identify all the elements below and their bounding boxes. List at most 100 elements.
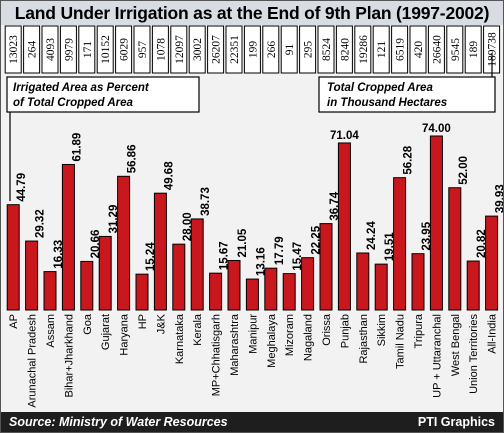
area-box-rajasthan <box>354 25 372 74</box>
area-box-meghalaya <box>262 25 280 74</box>
area-box-ap <box>4 25 22 74</box>
value-label-bihar-jharkhand: 61.89 <box>71 133 83 162</box>
bar-punjab <box>337 142 351 311</box>
area-value-manipur: 199 <box>247 41 259 59</box>
category-label-mizoram: Mizoram <box>284 314 296 356</box>
area-box-tripura <box>409 25 427 74</box>
area-box-goa <box>78 25 96 74</box>
area-value-haryana: 6029 <box>119 38 131 61</box>
value-label-kerala: 38.73 <box>200 187 212 216</box>
value-label-tamil-nadu: 56.28 <box>403 145 415 174</box>
area-box-sikkim <box>372 25 390 74</box>
area-value-mizoram: 91 <box>284 44 296 56</box>
bar-gujarat <box>98 235 112 311</box>
category-label-haryana: Haryana <box>119 313 131 355</box>
area-value-maharashtra: 22351 <box>229 35 241 64</box>
value-label-tripura: 23.95 <box>421 221 433 250</box>
area-value-bihar-jharkhand: 9979 <box>63 38 75 61</box>
area-box-hp <box>133 25 151 74</box>
value-label-maharashtra: 21.05 <box>237 228 249 257</box>
value-label-hp: 15.24 <box>145 242 157 271</box>
area-value-tripura: 420 <box>413 41 425 59</box>
category-label-rajasthan: Rajasthan <box>358 314 370 364</box>
bar-manipur <box>245 278 259 311</box>
area-box-punjab <box>335 25 353 74</box>
area-box-gujarat <box>96 25 114 74</box>
bar-hp <box>135 273 149 311</box>
value-label-all-india: 39.93 <box>495 184 503 213</box>
area-value-orissa: 8524 <box>321 38 333 61</box>
value-label-union-territories: 20.82 <box>476 229 488 258</box>
category-label-orissa: Orissa <box>321 313 333 346</box>
bar-nagaland <box>301 257 315 311</box>
category-label-bihar-jharkhand: Bihar+Jharkhand <box>63 314 75 397</box>
bar-orissa <box>319 223 333 311</box>
value-label-manipur: 13.16 <box>255 247 267 276</box>
bar-goa <box>80 260 94 311</box>
bar-meghalaya <box>264 267 278 311</box>
area-value-tamil-nadu: 6519 <box>395 38 407 61</box>
value-label-meghalaya: 17.79 <box>274 236 286 265</box>
bar-mizoram <box>282 273 296 311</box>
legend-area-line2: in Thousand Hectares <box>327 97 447 109</box>
area-box-haryana <box>115 25 133 74</box>
legend-area-line1: Total Cropped Area <box>327 82 433 94</box>
area-value-mp-chhatisgarh: 26207 <box>211 35 223 64</box>
area-value-goa: 171 <box>82 41 94 59</box>
value-label-goa: 20.66 <box>90 230 102 259</box>
area-box-kerala <box>188 25 206 74</box>
value-label-j-k: 49.68 <box>163 161 175 190</box>
value-label-mizoram: 15.47 <box>292 242 304 271</box>
value-label-rajasthan: 24.24 <box>366 221 378 250</box>
category-label-up-uttaranchal: UP + Uttaranchal <box>431 314 443 398</box>
bar-haryana <box>117 175 131 311</box>
bar-kerala <box>190 218 204 311</box>
area-value-rajasthan: 19286 <box>358 35 370 64</box>
area-value-karnataka: 12097 <box>174 35 186 64</box>
category-label-nagaland: Nagaland <box>303 314 315 361</box>
area-box-karnataka <box>170 25 188 74</box>
value-label-haryana: 56.86 <box>127 145 139 174</box>
category-label-manipur: Manipur <box>247 314 259 354</box>
category-label-tamil-nadu: Tamil Nadu <box>395 314 407 369</box>
legend-percent: Irrigated Area as Percent of Total Cropp… <box>6 76 200 201</box>
area-value-up-uttaranchal: 26640 <box>431 35 443 64</box>
area-value-ap: 13023 <box>8 35 20 64</box>
bar-tamil-nadu <box>393 177 407 311</box>
bar-arunachal-pradesh <box>25 240 39 311</box>
value-label-sikkim: 19.51 <box>384 232 396 261</box>
area-box-west-bengal <box>446 25 464 74</box>
category-label-assam: Assam <box>45 314 57 348</box>
category-label-goa: Goa <box>82 313 94 335</box>
bar-all-india <box>485 215 499 311</box>
bar-ap <box>6 204 20 311</box>
area-value-union-territories: 189 <box>468 41 480 59</box>
area-value-hp: 957 <box>137 41 149 59</box>
category-label-sikkim: Sikkim <box>376 314 388 346</box>
category-label-kerala: Kerala <box>192 313 204 346</box>
category-label-karnataka: Karnataka <box>174 313 186 364</box>
chart-title: Land Under Irrigation as at the End of 9… <box>1 1 503 25</box>
bar-mp-chhatisgarh <box>209 272 223 311</box>
bar-up-uttaranchal <box>429 135 443 311</box>
bar-j-k <box>153 192 167 311</box>
area-value-j-k: 1078 <box>155 38 167 61</box>
area-value-meghalaya: 266 <box>266 41 278 59</box>
area-value-sikkim: 121 <box>376 41 388 59</box>
area-box-manipur <box>243 25 261 74</box>
category-label-hp: HP <box>137 314 149 329</box>
area-box-maharashtra <box>225 25 243 74</box>
category-label-maharashtra: Maharashtra <box>229 313 241 376</box>
area-value-assam: 4093 <box>45 38 57 61</box>
value-label-nagaland: 22.25 <box>311 225 323 254</box>
category-label-all-india: All-India <box>487 313 499 354</box>
area-value-nagaland: 295 <box>303 41 315 59</box>
area-box-tamil-nadu <box>391 25 409 74</box>
credit-note: PTI Graphics <box>417 415 495 429</box>
category-label-west-bengal: West Bengal <box>450 314 462 376</box>
area-box-mp-chhatisgarh <box>207 25 225 74</box>
category-label-tripura: Tripura <box>413 313 425 348</box>
value-label-up-uttaranchal: 74.00 <box>422 123 451 135</box>
value-label-arunachal-pradesh: 29.32 <box>35 209 47 238</box>
